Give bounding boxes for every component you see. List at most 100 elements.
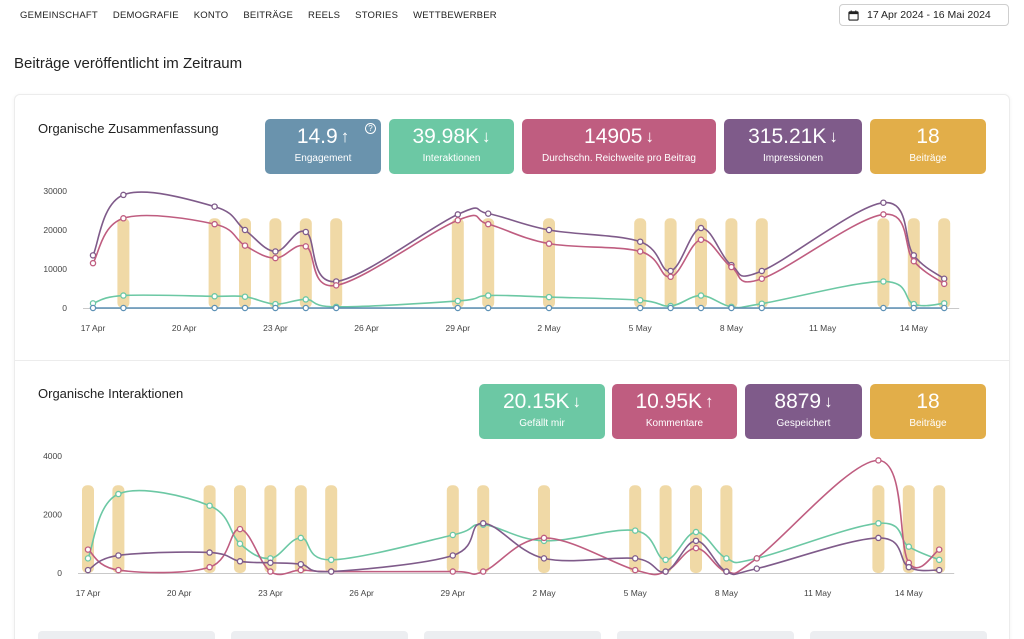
post-bar xyxy=(299,218,312,308)
data-point xyxy=(758,275,766,283)
kpi-label: Gefällt mir xyxy=(519,418,565,429)
data-point xyxy=(120,215,127,222)
data-point xyxy=(89,259,97,267)
series-line-pink xyxy=(92,213,945,287)
date-range-text: 17 Apr 2024 - 16 Mai 2024 xyxy=(867,9,991,21)
post-bar xyxy=(877,218,890,308)
kpi-gefaellt-mir[interactable]: 20.15K ↓ Gefällt mir xyxy=(479,384,605,439)
calendar-icon xyxy=(848,9,859,21)
data-point xyxy=(484,220,492,228)
data-point xyxy=(115,566,122,574)
x-tick-label: 20 Apr xyxy=(172,323,197,333)
posts-card: Organische Zusammenfassung 14.9 ↑ Engagem… xyxy=(14,94,1010,639)
nav-demografie[interactable]: DEMOGRAFIE xyxy=(112,10,179,21)
post-bar xyxy=(543,218,555,308)
post-bar xyxy=(112,485,125,573)
data-point xyxy=(302,296,310,303)
series-line-purple xyxy=(92,191,945,283)
help-icon[interactable]: ? xyxy=(365,123,376,134)
post-bar xyxy=(755,218,768,308)
date-range-picker[interactable]: 17 Apr 2024 - 16 Mai 2024 xyxy=(839,4,1009,26)
kpi-label: Interaktionen xyxy=(422,153,481,164)
series-line-green xyxy=(87,489,940,564)
nav-wettbewerber[interactable]: WETTBEWERBER xyxy=(413,10,497,21)
data-point xyxy=(84,555,92,562)
data-point xyxy=(302,304,310,312)
data-point xyxy=(940,280,948,288)
kpi-label: Kommentare xyxy=(645,418,704,429)
x-tick-label: 5 May xyxy=(629,323,653,333)
data-point xyxy=(454,217,462,224)
data-point xyxy=(206,563,213,571)
data-point xyxy=(484,210,492,217)
kpi-label: Beiträge xyxy=(909,153,947,164)
kpi-kommentare[interactable]: 10.95K ↑ Kommentare xyxy=(612,384,737,439)
data-point xyxy=(206,502,213,509)
data-point xyxy=(728,263,735,271)
kpi-value: 18 xyxy=(916,125,940,148)
kpi-impressionen[interactable]: 315.21K ↓ Impressionen xyxy=(724,119,862,174)
data-point xyxy=(297,566,305,574)
summary-title: Organische Zusammenfassung xyxy=(38,121,219,136)
data-point xyxy=(697,304,705,312)
data-point xyxy=(545,240,553,247)
data-point xyxy=(728,304,735,312)
x-tick-label: 23 Apr xyxy=(258,588,283,598)
data-point xyxy=(454,304,462,312)
y-tick-label: 4000 xyxy=(43,451,62,461)
series-line-pink xyxy=(87,459,940,576)
data-point xyxy=(935,566,943,574)
post-bar xyxy=(239,218,251,308)
data-point xyxy=(697,224,705,232)
arrow-up-icon: ↑ xyxy=(705,392,714,411)
kpi-value: 14905 xyxy=(584,125,643,148)
nav-konto[interactable]: KONTO xyxy=(193,10,229,21)
data-point xyxy=(327,556,335,564)
interactions-line-chart: 0 2000 4000 17 Apr 20 Apr 23 Apr 26 Apr 29 Apr 2… xyxy=(43,451,955,598)
post-bar xyxy=(477,485,490,573)
arrow-down-icon: ↓ xyxy=(645,127,654,146)
data-point xyxy=(454,297,462,305)
series-line-green xyxy=(92,280,945,309)
data-point xyxy=(479,520,487,527)
y-tick-label: 0 xyxy=(57,568,62,578)
data-point xyxy=(880,211,887,218)
kpi-gespeichert[interactable]: 8879 ↓ Gespeichert xyxy=(745,384,862,439)
kpi-label: Engagement xyxy=(294,153,352,164)
post-bar xyxy=(664,218,677,308)
kpi-value: 8879 xyxy=(774,390,822,413)
kpi-beitraege[interactable]: 18 Beiträge xyxy=(870,119,986,174)
kpi-label: Beiträge xyxy=(909,418,947,429)
y-tick-label: 2000 xyxy=(43,510,62,520)
data-point xyxy=(267,559,274,567)
kpi-value: 315.21K xyxy=(748,125,827,148)
placeholder-tile xyxy=(231,631,408,639)
nav-stories[interactable]: STORIES xyxy=(355,10,399,21)
nav-beitraege[interactable]: BEITRÄGE xyxy=(243,10,294,21)
data-point xyxy=(454,211,462,218)
data-point xyxy=(297,534,305,542)
post-bar xyxy=(538,485,550,573)
data-point xyxy=(636,238,644,245)
kpi-beitraege-2[interactable]: 18 Beiträge xyxy=(870,384,986,439)
data-point xyxy=(120,191,127,199)
data-point xyxy=(940,304,948,312)
data-point xyxy=(241,242,249,249)
data-point xyxy=(302,243,310,250)
data-point xyxy=(880,278,887,285)
kpi-interaktionen[interactable]: 39.98K ↓ Interaktionen xyxy=(389,119,514,174)
kpi-engagement[interactable]: 14.9 ↑ Engagement ? xyxy=(265,119,381,174)
data-point xyxy=(241,293,249,300)
kpi-reichweite[interactable]: 14905 ↓ Durchschn. Reichweite pro Beitrag xyxy=(522,119,716,174)
nav-reels[interactable]: REELS xyxy=(308,10,341,21)
data-point xyxy=(120,304,127,312)
x-tick-label: 5 May xyxy=(624,588,648,598)
data-point xyxy=(692,537,700,545)
data-point xyxy=(692,528,700,536)
data-point xyxy=(297,560,305,568)
data-point xyxy=(332,282,340,289)
data-point xyxy=(540,534,548,542)
nav-gemeinschaft[interactable]: GEMEINSCHAFT xyxy=(20,10,98,21)
data-point xyxy=(631,527,639,534)
data-point xyxy=(84,566,92,574)
